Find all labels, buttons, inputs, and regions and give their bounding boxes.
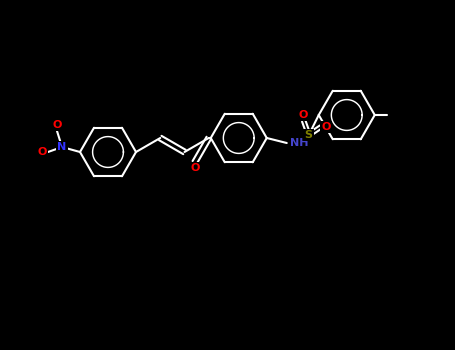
Text: NH: NH — [290, 138, 308, 148]
Text: O: O — [298, 110, 308, 120]
Text: O: O — [37, 147, 47, 157]
Text: O: O — [190, 163, 199, 173]
Text: O: O — [321, 122, 330, 132]
Text: O: O — [52, 120, 62, 130]
Text: N: N — [57, 142, 66, 152]
Text: S: S — [305, 130, 313, 140]
